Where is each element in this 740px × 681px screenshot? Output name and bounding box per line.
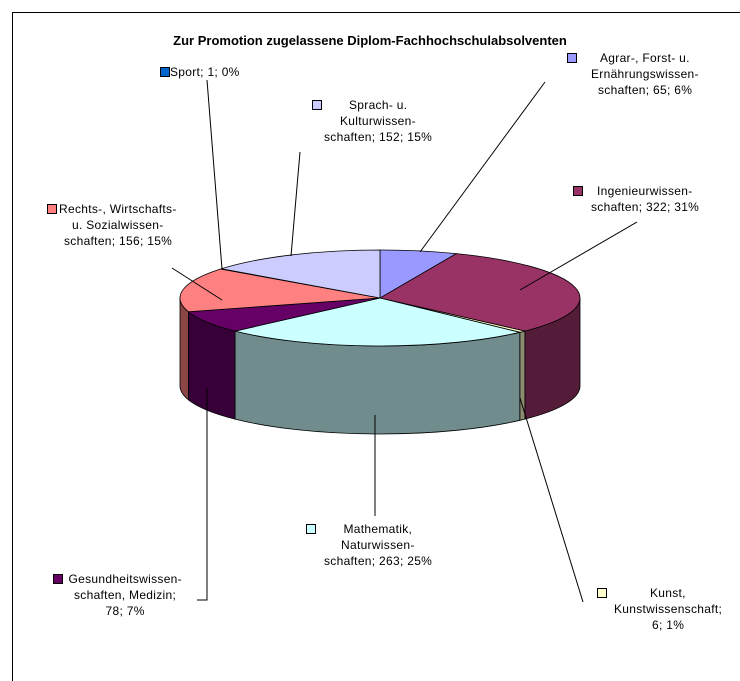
- data-label: schaften; 322; 31%: [591, 200, 700, 214]
- leader-line: [197, 388, 208, 601]
- data-label: schaften, Medizin;: [74, 588, 177, 602]
- legend-swatch: [312, 100, 322, 110]
- legend-swatch: [573, 186, 583, 196]
- data-label: Kulturwissen-: [340, 114, 416, 128]
- data-label: Kunst,: [650, 586, 686, 600]
- data-label: Naturwissen-: [341, 538, 415, 552]
- leader-line: [519, 397, 584, 603]
- leader-line: [206, 79, 223, 270]
- data-label: Mathematik,: [343, 522, 413, 536]
- legend-swatch: [160, 67, 170, 77]
- pie-slice: [221, 249, 381, 299]
- data-label: Ingenieurwissen-: [597, 184, 693, 198]
- leader-line: [419, 81, 546, 253]
- leader-line: [519, 221, 638, 291]
- pie-slice: [235, 297, 520, 347]
- data-label: 6; 1%: [652, 618, 685, 632]
- leader-line: [290, 151, 301, 257]
- legend-swatch: [53, 574, 63, 584]
- data-label: Rechts-, Wirtschafts-: [59, 202, 177, 216]
- data-label: schaften; 263; 25%: [324, 554, 433, 568]
- data-label: 78; 7%: [105, 604, 145, 618]
- data-label: Sprach- u.: [349, 98, 408, 112]
- data-label: u. Sozialwissen-: [72, 218, 164, 232]
- data-label: schaften; 152; 15%: [324, 130, 433, 144]
- legend-swatch: [306, 524, 316, 534]
- legend-swatch: [597, 588, 607, 598]
- legend-swatch: [567, 53, 577, 63]
- chart-frame: [12, 12, 740, 681]
- leader-line: [171, 267, 223, 301]
- data-label: Sport; 1; 0%: [170, 65, 240, 79]
- chart-title: Zur Promotion zugelassene Diplom-Fachhoc…: [173, 33, 567, 48]
- legend-swatch: [47, 204, 57, 214]
- data-label: schaften; 65; 6%: [598, 83, 693, 97]
- data-label: Ernährungswissen-: [591, 67, 699, 81]
- data-label: Agrar-, Forst- u.: [600, 51, 690, 65]
- pie-side: [179, 297, 189, 401]
- data-label: Gesundheitswissen-: [68, 572, 182, 586]
- data-label: schaften; 156; 15%: [64, 234, 173, 248]
- data-label: Kunstwissenschaft;: [614, 602, 723, 616]
- pie-slice: [378, 253, 581, 332]
- pie-side: [234, 330, 521, 435]
- pie-slice: [179, 268, 381, 313]
